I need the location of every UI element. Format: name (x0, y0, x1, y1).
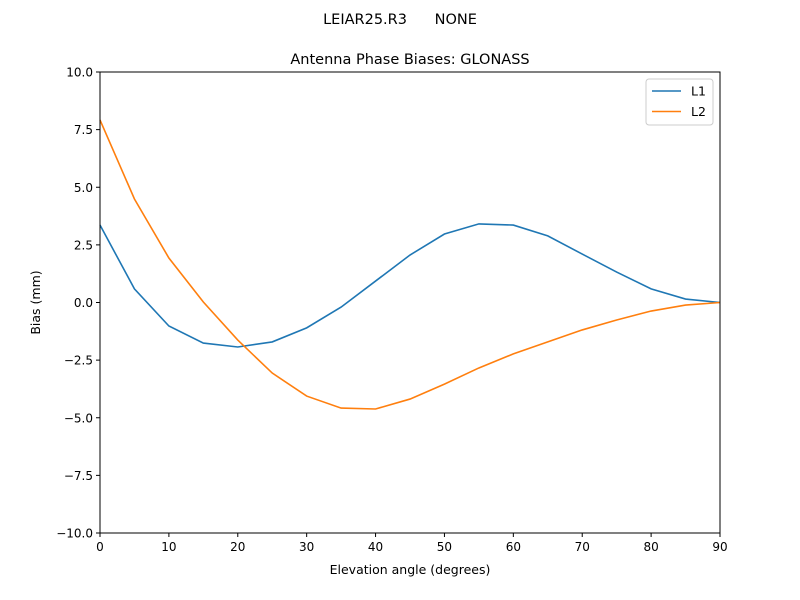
y-tick-label: 7.5 (74, 123, 93, 137)
y-tick-label: 0.0 (74, 296, 93, 310)
series-line-l1 (99, 223, 721, 348)
plot-frame (99, 71, 721, 534)
y-axis-label: Bias (mm) (28, 270, 43, 334)
x-tick-label: 20 (230, 540, 245, 554)
x-tick-label: 60 (506, 540, 521, 554)
x-tick-label: 90 (712, 540, 727, 554)
y-tick-label: 2.5 (74, 238, 93, 252)
chart-title: Antenna Phase Biases: GLONASS (290, 52, 529, 68)
y-tick-label: −7.5 (64, 469, 93, 483)
series-lines (99, 119, 721, 410)
x-tick-label: 30 (299, 540, 314, 554)
x-tick-label: 0 (96, 540, 104, 554)
y-tick-label: −2.5 (64, 354, 93, 368)
series-line-l2 (99, 119, 721, 410)
y-tick-label: 5.0 (74, 181, 93, 195)
x-axis-label: Elevation angle (degrees) (330, 562, 491, 577)
y-tick-label: −5.0 (64, 411, 93, 425)
ticks: 0 10 20 30 40 50 60 70 80 90 −10.0 −7.5 −5.0 −2.5 0.0 2… (56, 66, 727, 555)
suptitle: LEIAR25.R3 NONE (323, 12, 477, 28)
y-tick-label: −10.0 (56, 527, 93, 541)
x-tick-label: 70 (575, 540, 590, 554)
x-tick-label: 50 (437, 540, 452, 554)
y-tick-label: 10.0 (66, 66, 93, 80)
legend-label-l2: L2 (691, 104, 706, 119)
x-tick-label: 80 (643, 540, 658, 554)
x-tick-label: 40 (368, 540, 383, 554)
legend-label-l1: L1 (691, 84, 706, 99)
x-tick-label: 10 (161, 540, 176, 554)
